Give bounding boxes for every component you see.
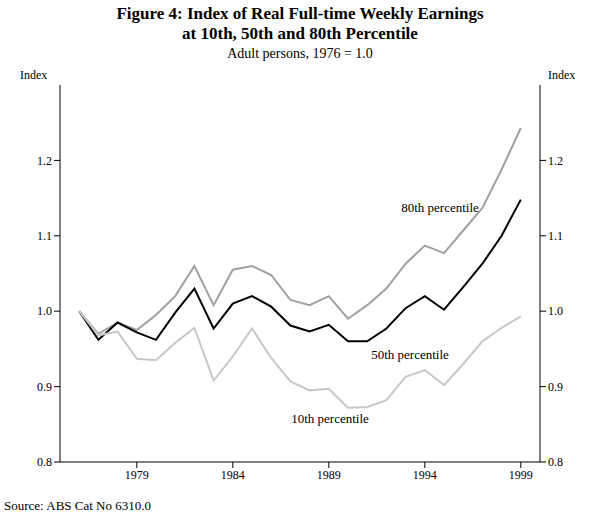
svg-text:1.0: 1.0 xyxy=(548,304,563,318)
html-text:Figure 4: Index of Real Full-t: Figure 4: Index of Real Full-time Weekly… xyxy=(116,4,484,23)
svg-text:1.0: 1.0 xyxy=(37,304,52,318)
svg-text:0.9: 0.9 xyxy=(37,380,52,394)
svg-text:0.9: 0.9 xyxy=(548,380,563,394)
svg-text:1.2: 1.2 xyxy=(37,154,52,168)
svg-text:0.8: 0.8 xyxy=(37,455,52,469)
html-text:Adult persons, 1976 = 1.0: Adult persons, 1976 = 1.0 xyxy=(227,46,373,61)
html-text:80th percentile: 80th percentile xyxy=(401,200,479,215)
html-text:at 10th, 50th and 80th Percent: at 10th, 50th and 80th Percentile xyxy=(182,24,418,43)
svg-text:1.2: 1.2 xyxy=(548,154,563,168)
svg-text:1979: 1979 xyxy=(125,468,149,482)
svg-text:1.1: 1.1 xyxy=(548,229,563,243)
svg-text:1994: 1994 xyxy=(413,468,437,482)
svg-text:1989: 1989 xyxy=(317,468,341,482)
html-text:10th percentile: 10th percentile xyxy=(291,411,369,426)
html-text:Index: Index xyxy=(548,68,576,82)
svg-text:1999: 1999 xyxy=(509,468,533,482)
html-text:Source: ABS Cat No 6310.0: Source: ABS Cat No 6310.0 xyxy=(4,498,151,513)
html-text:50th percentile: 50th percentile xyxy=(371,347,449,362)
svg-text:0.8: 0.8 xyxy=(548,455,563,469)
svg-text:1.1: 1.1 xyxy=(37,229,52,243)
svg-text:1984: 1984 xyxy=(221,468,245,482)
html-text:Index: Index xyxy=(20,68,48,82)
